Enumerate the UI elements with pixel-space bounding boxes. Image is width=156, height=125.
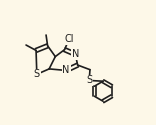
Text: N: N	[72, 49, 79, 59]
Text: S: S	[34, 69, 40, 79]
Text: Cl: Cl	[64, 34, 74, 44]
Text: N: N	[62, 66, 70, 76]
Text: S: S	[86, 76, 92, 86]
